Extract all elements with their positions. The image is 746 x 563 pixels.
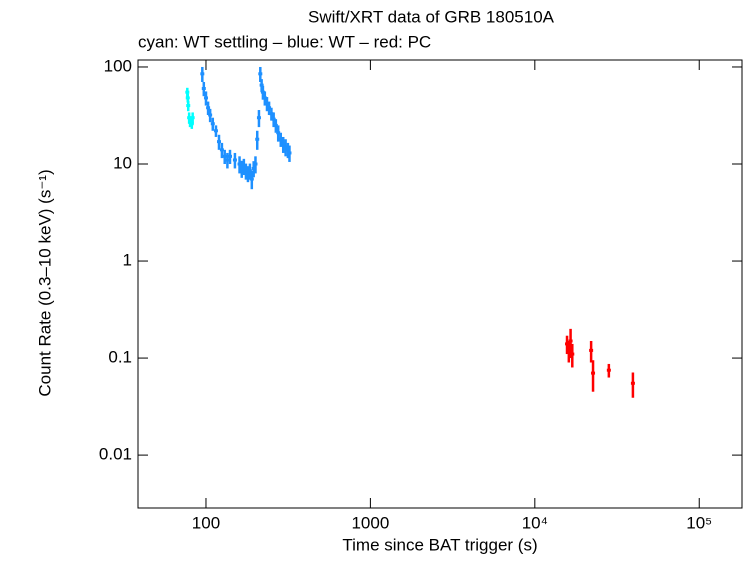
y-tick-label: 100 <box>104 56 132 75</box>
data-point <box>253 162 258 166</box>
data-point <box>203 96 208 100</box>
data-point <box>278 137 283 141</box>
data-point <box>565 342 570 346</box>
data-point <box>228 154 233 158</box>
x-tick-label: 10⁵ <box>686 513 712 532</box>
data-point <box>269 112 274 116</box>
data-point <box>206 106 211 110</box>
data-point <box>213 129 218 133</box>
data-point <box>239 166 244 170</box>
y-tick-label: 10 <box>113 153 132 172</box>
data-point <box>287 151 292 155</box>
x-axis-label: Time since BAT trigger (s) <box>342 535 537 554</box>
data-point <box>245 171 250 175</box>
y-tick-label: 0.01 <box>99 445 132 464</box>
data-point <box>243 169 248 173</box>
data-point <box>251 166 256 170</box>
data-point <box>262 96 267 100</box>
plot-frame <box>137 59 743 509</box>
data-point <box>630 381 635 385</box>
y-tick-label: 0.1 <box>108 348 132 367</box>
x-tick-label: 1000 <box>351 513 389 532</box>
y-axis-label: Count Rate (0.3–10 keV) (s⁻¹) <box>35 169 54 396</box>
data-point <box>281 142 286 146</box>
data-point <box>256 116 261 120</box>
data-point <box>267 106 272 110</box>
data-point <box>255 137 260 141</box>
data-point <box>219 148 224 152</box>
chart-title: Swift/XRT data of GRB 180510A <box>308 7 555 26</box>
data-point <box>258 72 263 76</box>
data-point <box>271 117 276 121</box>
data-point <box>200 72 205 76</box>
data-point <box>201 87 206 91</box>
data-point <box>566 348 571 352</box>
data-point <box>249 177 254 181</box>
data-point <box>285 148 290 152</box>
data-point <box>225 158 230 162</box>
data-point <box>190 116 195 120</box>
x-tick-label: 100 <box>192 513 220 532</box>
data-point <box>241 164 246 168</box>
data-point <box>568 339 573 343</box>
data-point <box>606 368 611 372</box>
chart-subtitle: cyan: WT settling – blue: WT – red: PC <box>138 32 431 51</box>
data-point <box>208 113 213 117</box>
data-point <box>260 90 265 94</box>
x-tick-label: 10⁴ <box>522 513 548 532</box>
data-point <box>589 348 594 352</box>
data-point <box>591 371 596 375</box>
data-point <box>185 96 190 100</box>
data-point <box>186 104 191 108</box>
data-point <box>237 162 242 166</box>
data-point <box>222 154 227 158</box>
data-point <box>259 83 264 87</box>
data-point <box>276 131 281 135</box>
data-point <box>232 158 237 162</box>
data-point <box>570 352 575 356</box>
data-point <box>216 140 221 144</box>
y-tick-label: 1 <box>123 251 132 270</box>
data-point <box>283 145 288 149</box>
data-point <box>247 169 252 173</box>
data-point <box>185 90 190 94</box>
data-point <box>273 123 278 127</box>
data-point <box>210 122 215 126</box>
data-point <box>264 102 269 106</box>
